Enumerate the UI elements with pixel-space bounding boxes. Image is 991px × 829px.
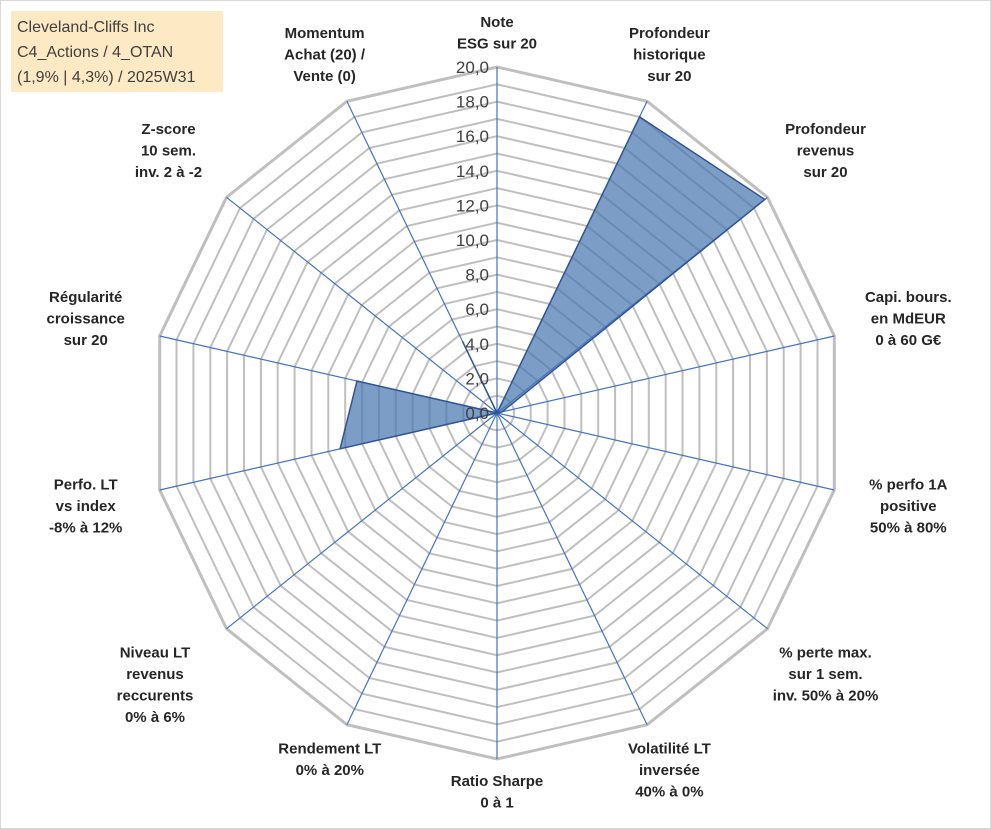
axis-label-line: sur 20 xyxy=(647,68,691,85)
axis-label-line: revenus xyxy=(797,142,855,159)
axis-spoke xyxy=(496,412,835,491)
tick-label: 0,0 xyxy=(465,404,489,423)
axis-label-line: inv. 2 à -2 xyxy=(135,164,202,181)
axis-label: Volatilité LT inversée 40% à 0% xyxy=(628,741,711,801)
axis-label-line: Momentum xyxy=(285,25,365,42)
title-line-1: Cleveland-Cliffs Inc xyxy=(17,19,155,36)
axis-label: % perfo 1A positive 50% à 80% xyxy=(869,477,948,537)
series-area xyxy=(339,115,767,450)
tick-label: 16,0 xyxy=(456,127,489,146)
radar-axis-labels: Note ESG sur 20 Profondeur historique sur 20… xyxy=(47,14,952,812)
axis-label: Perfo. LT vs index -8% à 12% xyxy=(49,477,122,537)
axis-label-line: reccurents xyxy=(117,688,194,705)
axis-spoke xyxy=(496,412,768,630)
axis-label-line: sur 1 sem. xyxy=(788,666,862,683)
axis-label-line: Perfo. LT xyxy=(54,477,118,494)
title-line-2: C4_Actions / 4_OTAN xyxy=(17,44,174,61)
axis-label-line: inv. 50% à 20% xyxy=(773,688,879,705)
axis-label-line: 0 à 60 G€ xyxy=(875,332,942,349)
axis-spoke xyxy=(346,412,498,725)
axis-label-line: positive xyxy=(880,498,937,515)
title-line-3: (1,9% | 4,3%) / 2025W31 xyxy=(17,69,196,86)
axis-label-line: sur 20 xyxy=(803,164,847,181)
axis-spoke xyxy=(226,196,498,414)
axis-spoke xyxy=(496,412,648,725)
tick-label: 14,0 xyxy=(456,162,489,181)
axis-label-line: Z-score xyxy=(141,121,195,138)
axis-label: Rendement LT 0% à 20% xyxy=(278,741,381,780)
radar-tick-labels: 0,0 2,0 4,0 6,0 8,0 10,0 12,0 14,0 16,0 18,0 20,0 xyxy=(456,58,489,423)
tick-label: 4,0 xyxy=(465,335,489,354)
axis-label-line: historique xyxy=(633,46,706,63)
axis-label-line: revenus xyxy=(126,666,184,683)
axis-label-line: 0% à 6% xyxy=(125,709,185,726)
axis-label: Régularité croissance sur 20 xyxy=(47,289,125,349)
axis-label-line: Vente (0) xyxy=(293,68,356,85)
tick-label: 10,0 xyxy=(456,231,489,250)
axis-label-line: % perfo 1A xyxy=(869,477,948,494)
axis-label-line: 10 sem. xyxy=(141,142,196,159)
axis-label: Niveau LT revenus reccurents 0% à 6% xyxy=(117,645,194,727)
tick-label: 8,0 xyxy=(465,266,489,285)
axis-label-line: ESG sur 20 xyxy=(457,36,537,53)
axis-label-line: Capi. bours. xyxy=(865,289,952,306)
axis-label-line: vs index xyxy=(56,498,117,515)
radar-series xyxy=(339,115,767,450)
axis-label: Profondeur revenus sur 20 xyxy=(785,121,866,181)
tick-label: 18,0 xyxy=(456,93,489,112)
chart-title-box: Cleveland-Cliffs Inc C4_Actions / 4_OTAN… xyxy=(11,11,223,92)
axis-label-line: 50% à 80% xyxy=(870,520,947,537)
tick-label: 20,0 xyxy=(456,58,489,77)
axis-label-line: Rendement LT xyxy=(278,741,381,758)
axis-label-line: Note xyxy=(480,14,513,31)
axis-label-line: Profondeur xyxy=(629,25,710,42)
axis-label-line: 0% à 20% xyxy=(296,762,364,779)
axis-label-line: Régularité xyxy=(49,289,122,306)
axis-label-line: Volatilité LT xyxy=(628,741,711,758)
axis-label-line: 40% à 0% xyxy=(635,784,703,801)
axis-label: % perte max. sur 1 sem. inv. 50% à 20% xyxy=(773,645,879,705)
axis-spoke xyxy=(226,412,498,630)
axis-label-line: inversée xyxy=(639,762,700,779)
axis-label: Ratio Sharpe 0 à 1 xyxy=(451,773,544,812)
tick-label: 2,0 xyxy=(465,369,489,388)
axis-label-line: Ratio Sharpe xyxy=(451,773,544,790)
axis-label: Profondeur historique sur 20 xyxy=(629,25,710,85)
tick-label: 6,0 xyxy=(465,300,489,319)
axis-label-line: % perte max. xyxy=(779,645,872,662)
axis-label-line: Profondeur xyxy=(785,121,866,138)
axis-label: Capi. bours. en MdEUR 0 à 60 G€ xyxy=(865,289,952,349)
axis-label-line: 0 à 1 xyxy=(480,795,513,812)
axis-label-line: Achat (20) / xyxy=(284,46,366,63)
axis-label-line: sur 20 xyxy=(64,332,108,349)
axis-label: Momentum Achat (20) / Vente (0) xyxy=(284,25,366,85)
axis-spoke xyxy=(496,335,835,414)
axis-label-line: croissance xyxy=(47,310,125,327)
axis-label-line: Niveau LT xyxy=(120,645,191,662)
axis-label-line: -8% à 12% xyxy=(49,520,122,537)
axis-label: Z-score 10 sem. inv. 2 à -2 xyxy=(135,121,202,181)
tick-label: 12,0 xyxy=(456,196,489,215)
axis-label: Note ESG sur 20 xyxy=(457,14,537,53)
axis-label-line: en MdEUR xyxy=(871,310,946,327)
